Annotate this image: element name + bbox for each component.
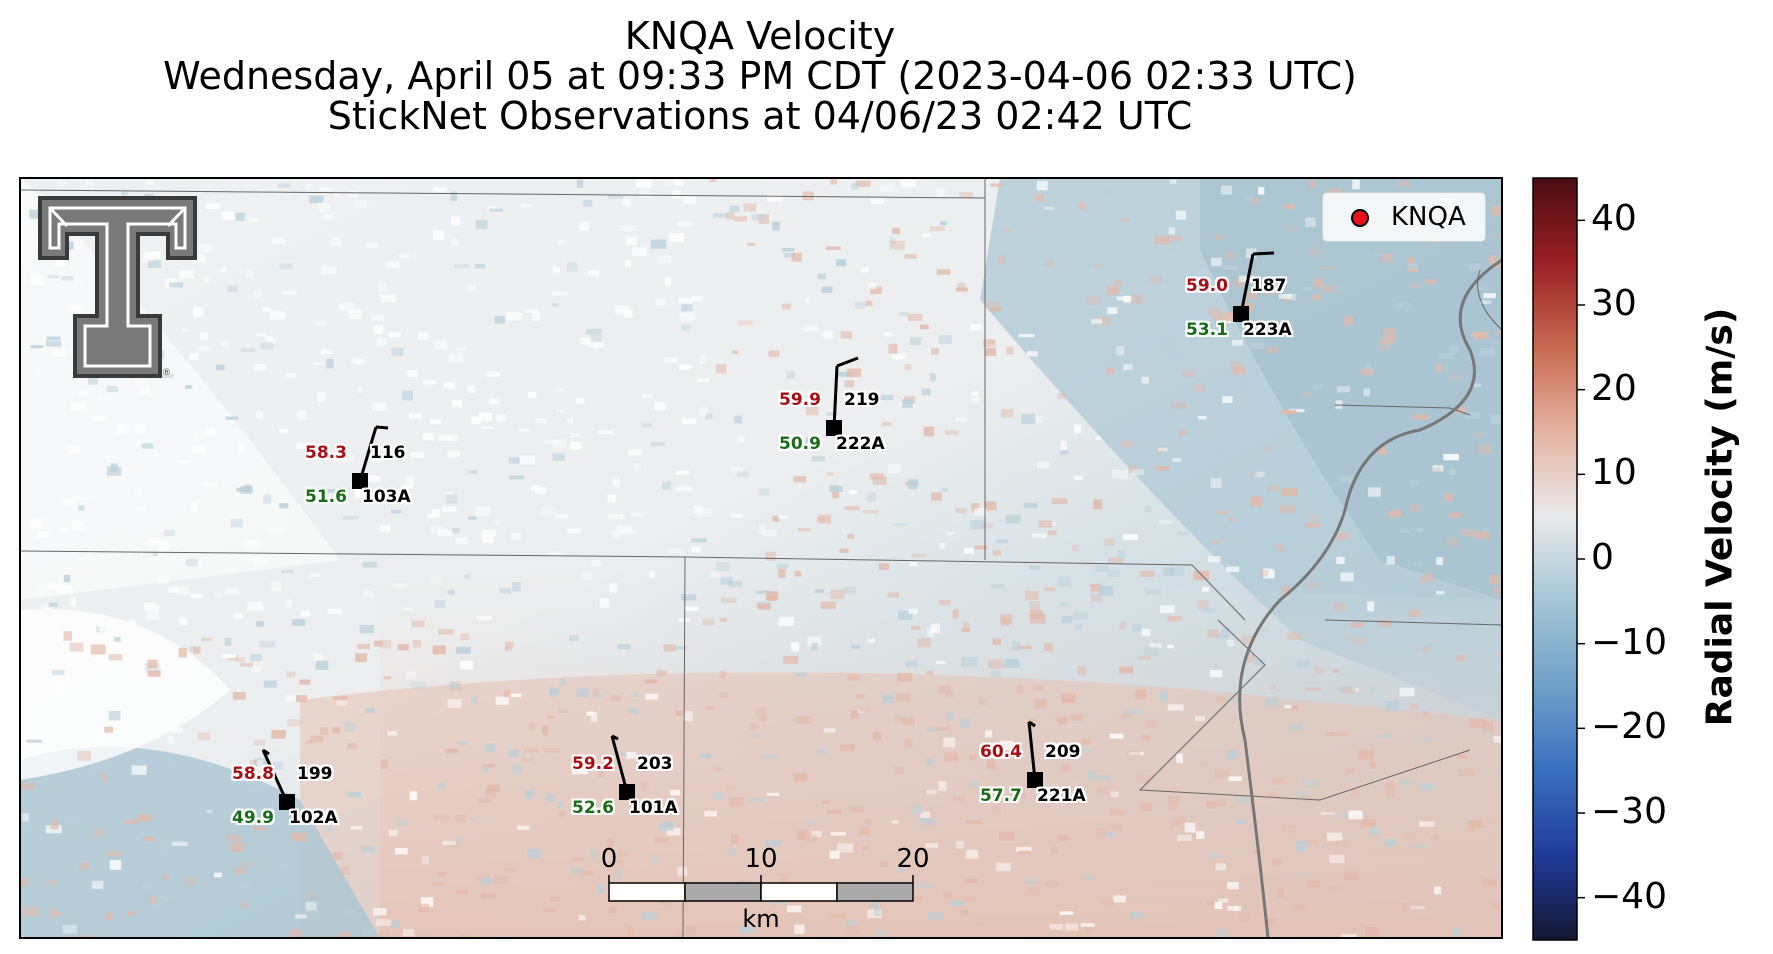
station-top-value: 60.4 [980, 742, 1022, 762]
figure-title: KNQA Velocity Wednesday, April 05 at 09:… [0, 16, 1520, 136]
colorbar-tick-label: 30 [1591, 283, 1637, 324]
station-id: 102A [289, 808, 338, 828]
map-legend: KNQA [1322, 192, 1486, 242]
station-number: 187 [1251, 276, 1287, 296]
state-boundary [1238, 258, 1503, 939]
wind-barb-icon [610, 735, 629, 793]
colorbar-tick-label: 20 [1591, 367, 1637, 409]
wind-barb-flag [611, 734, 619, 741]
colorbar-tick-label: 0 [1591, 537, 1614, 578]
scale-seg-4 [836, 882, 914, 902]
station-221A[interactable] [1027, 720, 1043, 788]
station-top-value: 59.2 [572, 754, 614, 774]
station-number: 203 [637, 754, 673, 774]
station-top-value: 58.8 [232, 764, 274, 784]
velocity-field [20, 178, 1502, 938]
river-line [1477, 269, 1503, 331]
scale-tick-label-20: 20 [896, 844, 930, 874]
station-number: 199 [297, 764, 333, 784]
wind-barb-icon [261, 749, 289, 803]
map-frame [19, 177, 1503, 939]
legend-label: KNQA [1391, 202, 1466, 232]
colorbar-tick-label: −10 [1591, 621, 1667, 663]
station-marker-icon [826, 420, 842, 436]
station-222A[interactable] [826, 356, 859, 436]
station-bottom-value: 57.7 [980, 786, 1022, 806]
station-102A[interactable] [261, 748, 295, 810]
station-marker-icon [1027, 772, 1043, 788]
texas-tech-logo: ® [38, 196, 197, 378]
colorbar-tick-label: −20 [1591, 706, 1667, 748]
station-bottom-value: 51.6 [305, 487, 347, 507]
scale-seg-3 [760, 882, 838, 902]
station-id: 103A [362, 487, 411, 507]
scale-unit-label: km [742, 905, 780, 933]
scale-tick-label-0: 0 [600, 844, 618, 874]
station-number: 209 [1045, 742, 1081, 762]
station-marker-icon [1233, 306, 1249, 322]
colorbar-tick-label: 10 [1591, 452, 1637, 494]
station-top-value: 58.3 [305, 443, 347, 463]
colorbar-tick-label: −30 [1591, 791, 1667, 832]
wind-barb-icon [1027, 721, 1037, 781]
station-bottom-value: 49.9 [232, 808, 274, 828]
wind-barb-icon [832, 365, 839, 429]
title-line-3: StickNet Observations at 04/06/23 02:42 … [327, 94, 1193, 138]
station-id: 221A [1037, 786, 1086, 806]
station-223A[interactable] [1233, 251, 1275, 322]
title-line-2: Wednesday, April 05 at 09:33 PM CDT (202… [163, 54, 1357, 98]
colorbar-title: Radial Velocity (m/s) [1699, 307, 1741, 727]
station-bottom-value: 53.1 [1186, 320, 1228, 340]
station-id: 101A [629, 798, 678, 818]
station-top-value: 59.0 [1186, 276, 1228, 296]
wind-barb-flag [836, 356, 859, 368]
station-top-value: 59.9 [779, 390, 821, 410]
station-marker-icon [619, 784, 635, 800]
scale-seg-2 [684, 882, 762, 902]
sticknet-stations [261, 251, 1275, 810]
station-103A[interactable] [352, 425, 389, 489]
station-id: 222A [836, 434, 885, 454]
colorbar [1532, 177, 1585, 941]
scale-tick-label-10: 10 [744, 844, 778, 874]
radar-site-marker-icon [1351, 209, 1369, 227]
colorbar-tick-label: −40 [1591, 875, 1667, 917]
wind-barb-flag [1028, 720, 1036, 728]
station-number: 219 [844, 390, 880, 410]
station-number: 116 [370, 443, 406, 463]
wind-barb-flag [262, 748, 270, 756]
title-line-1: KNQA Velocity [624, 14, 896, 58]
colorbar-gradient [1532, 177, 1578, 941]
scale-seg-1 [608, 882, 686, 902]
wind-barb-icon [358, 426, 378, 482]
wind-barb-flag [375, 425, 389, 430]
wind-barb-icon [1239, 253, 1255, 315]
station-marker-icon [279, 794, 295, 810]
station-marker-icon [352, 473, 368, 489]
station-id: 223A [1243, 320, 1292, 340]
registered-mark: ® [162, 368, 171, 378]
wind-barb-flag [1252, 251, 1275, 256]
colorbar-tick-label: 40 [1591, 198, 1637, 240]
scale-bar [608, 875, 914, 902]
station-101A[interactable] [610, 734, 635, 800]
station-bottom-value: 52.6 [572, 798, 614, 818]
station-bottom-value: 50.9 [779, 434, 821, 454]
